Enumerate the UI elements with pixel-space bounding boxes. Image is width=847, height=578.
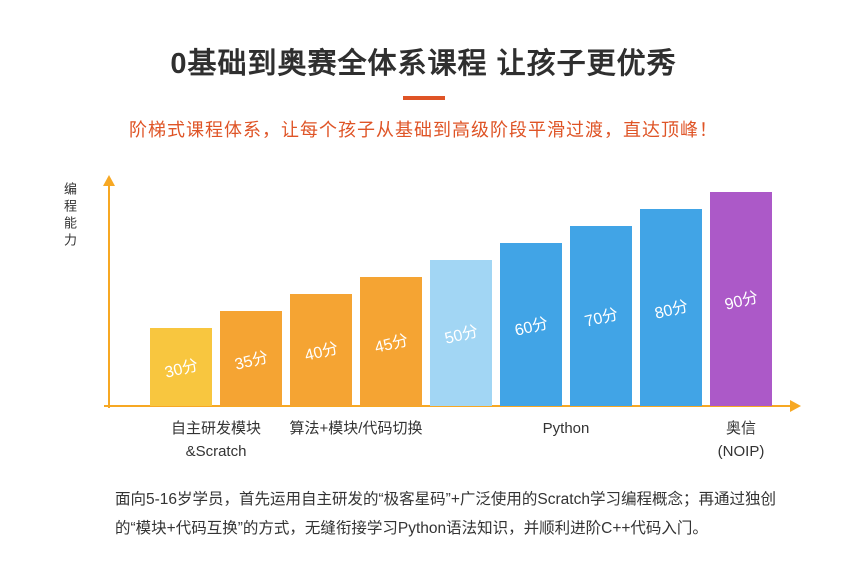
bar-value-label: 70分 (583, 306, 621, 331)
bar-value-label: 80分 (653, 297, 691, 323)
bar-value-label: 45分 (373, 331, 411, 357)
chart-bar: 80分 (640, 209, 702, 406)
bar-value-label: 60分 (513, 314, 551, 340)
y-axis-label: 编程能力 (62, 182, 77, 250)
course-ladder-bar-chart: 编程能力 30分 35分 40分 45分 50分 60分 70分 80分 90分 自主研发模块 … (0, 170, 847, 470)
x-axis-line (104, 405, 792, 407)
y-axis-line (108, 186, 110, 408)
chart-bar: 45分 (360, 277, 422, 406)
x-axis-arrow-icon (790, 400, 801, 412)
x-axis-category-labels: 自主研发模块 &Scratch 算法+模块/代码切换 Python 奥信 (NOIP) (150, 418, 772, 463)
x-axis-category-label: 算法+模块/代码切换 (289, 420, 423, 437)
chart-bar: 35分 (220, 311, 282, 406)
chart-bar: 40分 (290, 294, 352, 406)
bar-value-label: 50分 (443, 323, 481, 348)
bar-value-label: 90分 (723, 289, 761, 314)
description-text: 面向5-16岁学员，首先运用自主研发的“极客星码”+广泛使用的Scratch学习… (115, 491, 776, 537)
chart-bar: 90分 (710, 192, 772, 406)
chart-bar: 50分 (430, 260, 492, 406)
x-axis-category-label: 自主研发模块 &Scratch (170, 420, 261, 460)
page-subtitle: 阶梯式课程体系，让每个孩子从基础到高级阶段平滑过渡，直达顶峰！ (129, 120, 718, 140)
x-axis-category-label: 奥信 (NOIP) (717, 420, 765, 460)
page-title: 0基础到奥赛全体系课程 让孩子更优秀 (170, 48, 677, 80)
bar-value-label: 30分 (163, 357, 201, 382)
chart-bar: 70分 (570, 226, 632, 406)
bar-value-label: 35分 (233, 348, 271, 374)
bar-value-label: 40分 (303, 340, 341, 365)
x-axis-category-label: Python (542, 420, 590, 437)
y-axis-arrow-icon (103, 175, 115, 186)
chart-bar: 60分 (500, 243, 562, 406)
title-underline (402, 96, 445, 100)
bars-container: 30分 35分 40分 45分 50分 60分 70分 80分 90分 (150, 170, 772, 406)
chart-bar: 30分 (150, 328, 212, 406)
